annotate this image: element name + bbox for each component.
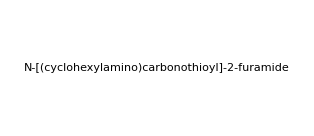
Text: N-[(cyclohexylamino)carbonothioyl]-2-furamide: N-[(cyclohexylamino)carbonothioyl]-2-fur…	[24, 63, 290, 73]
